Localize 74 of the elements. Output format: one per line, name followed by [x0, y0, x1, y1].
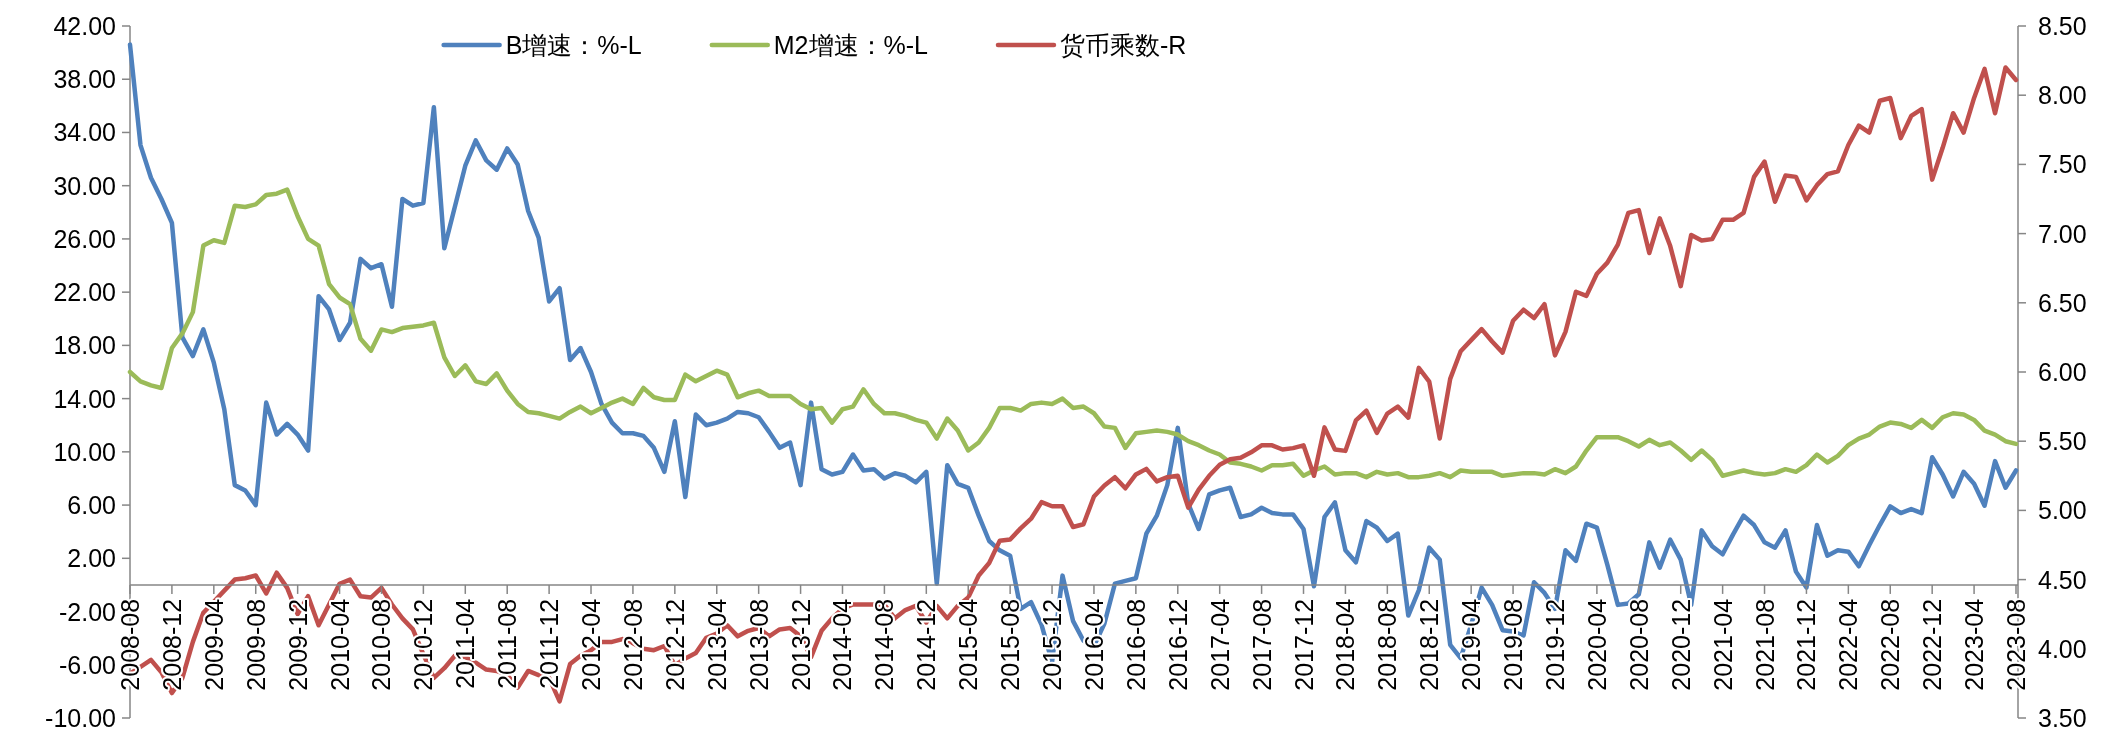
x-tick-label: 2009-08 [241, 598, 270, 691]
y-tick-label: 30.00 [53, 171, 116, 200]
y2-tick-label: 6.00 [2038, 358, 2087, 386]
y2-tick-label: 5.50 [2038, 427, 2087, 456]
x-tick-label: 2012-04 [577, 598, 606, 691]
legend-label: B增速：%-L [505, 31, 642, 59]
x-tick-label: 2017-04 [1205, 598, 1234, 691]
x-tick-label: 2015-04 [954, 598, 983, 691]
y-tick-label: -6.00 [59, 650, 116, 679]
x-tick-label: 2018-04 [1331, 598, 1360, 691]
x-tick-label: 2014-04 [828, 598, 857, 691]
x-tick-label: 2010-04 [325, 598, 354, 691]
y2-tick-label: 5.00 [2038, 496, 2087, 525]
y-tick-label: 2.00 [67, 544, 116, 573]
x-tick-label: 2013-04 [702, 598, 731, 691]
x-tick-label: 2011-12 [535, 598, 564, 689]
x-tick-label: 2016-04 [1079, 598, 1108, 691]
x-tick-label: 2011-08 [493, 598, 522, 689]
y-tick-label: 22.00 [53, 278, 116, 307]
x-tick-label: 2013-08 [744, 598, 773, 691]
x-tick-label: 2008-12 [157, 598, 186, 691]
y2-tick-label: 7.00 [2038, 219, 2087, 248]
x-tick-label: 2018-12 [1415, 598, 1444, 691]
y-tick-label: 34.00 [53, 118, 116, 147]
x-tick-label: 2018-08 [1373, 598, 1402, 691]
x-tick-label: 2009-04 [199, 598, 228, 691]
y-tick-label: 38.00 [53, 65, 116, 94]
x-tick-label: 2023-08 [2002, 598, 2030, 691]
y-tick-label: 42.00 [53, 12, 116, 40]
y2-tick-label: 3.50 [2038, 704, 2087, 730]
y-tick-label: 26.00 [53, 224, 116, 253]
x-tick-label: 2010-12 [409, 598, 438, 691]
x-tick-label: 2016-12 [1163, 598, 1192, 691]
y2-tick-label: 4.50 [2038, 565, 2087, 594]
x-tick-label: 2020-08 [1624, 598, 1653, 691]
y2-tick-label: 8.00 [2038, 81, 2087, 110]
x-tick-label: 2019-08 [1499, 598, 1528, 691]
x-tick-label: 2012-08 [618, 598, 647, 691]
x-tick-label: 2017-12 [1289, 598, 1318, 691]
legend-label: M2增速：%-L [773, 31, 929, 59]
legend-label: 货币乘数-R [1059, 31, 1187, 59]
x-tick-label: 2020-04 [1582, 598, 1611, 691]
y2-tick-label: 7.50 [2038, 150, 2087, 179]
x-tick-label: 2015-12 [1038, 598, 1067, 691]
x-tick-label: 2021-04 [1708, 598, 1737, 691]
x-tick-label: 2008-08 [116, 598, 144, 691]
x-tick-label: 2013-12 [786, 598, 815, 691]
x-tick-label: 2023-04 [1960, 598, 1989, 691]
x-tick-label: 2011-04 [451, 598, 480, 689]
x-tick-label: 2019-04 [1457, 598, 1486, 691]
x-tick-label: 2022-04 [1834, 598, 1863, 691]
y2-tick-label: 4.00 [2038, 634, 2087, 663]
x-tick-label: 2021-08 [1750, 598, 1779, 691]
y-tick-label: -2.00 [59, 597, 116, 626]
y2-tick-label: 6.50 [2038, 288, 2087, 317]
x-tick-label: 2022-12 [1918, 598, 1947, 691]
x-tick-label: 2020-12 [1666, 598, 1695, 691]
x-tick-label: 2009-12 [283, 598, 312, 691]
y-tick-label: 14.00 [53, 384, 116, 413]
y-tick-label: 6.00 [67, 491, 116, 520]
x-tick-label: 2014-12 [912, 598, 941, 691]
x-tick-label: 2017-08 [1247, 598, 1276, 691]
x-tick-label: 2021-12 [1792, 598, 1821, 691]
y-tick-label: 18.00 [53, 331, 116, 360]
x-tick-label: 2015-08 [996, 598, 1025, 691]
y-tick-label: -10.00 [45, 704, 116, 730]
x-tick-label: 2012-12 [660, 598, 689, 691]
x-tick-label: 2022-08 [1876, 598, 1905, 691]
x-tick-label: 2014-08 [870, 598, 899, 691]
x-tick-label: 2010-08 [367, 598, 396, 691]
x-tick-label: 2019-12 [1540, 598, 1569, 691]
x-tick-label: 2016-08 [1121, 598, 1150, 691]
y2-tick-label: 8.50 [2038, 12, 2087, 40]
y-tick-label: 10.00 [53, 437, 116, 466]
